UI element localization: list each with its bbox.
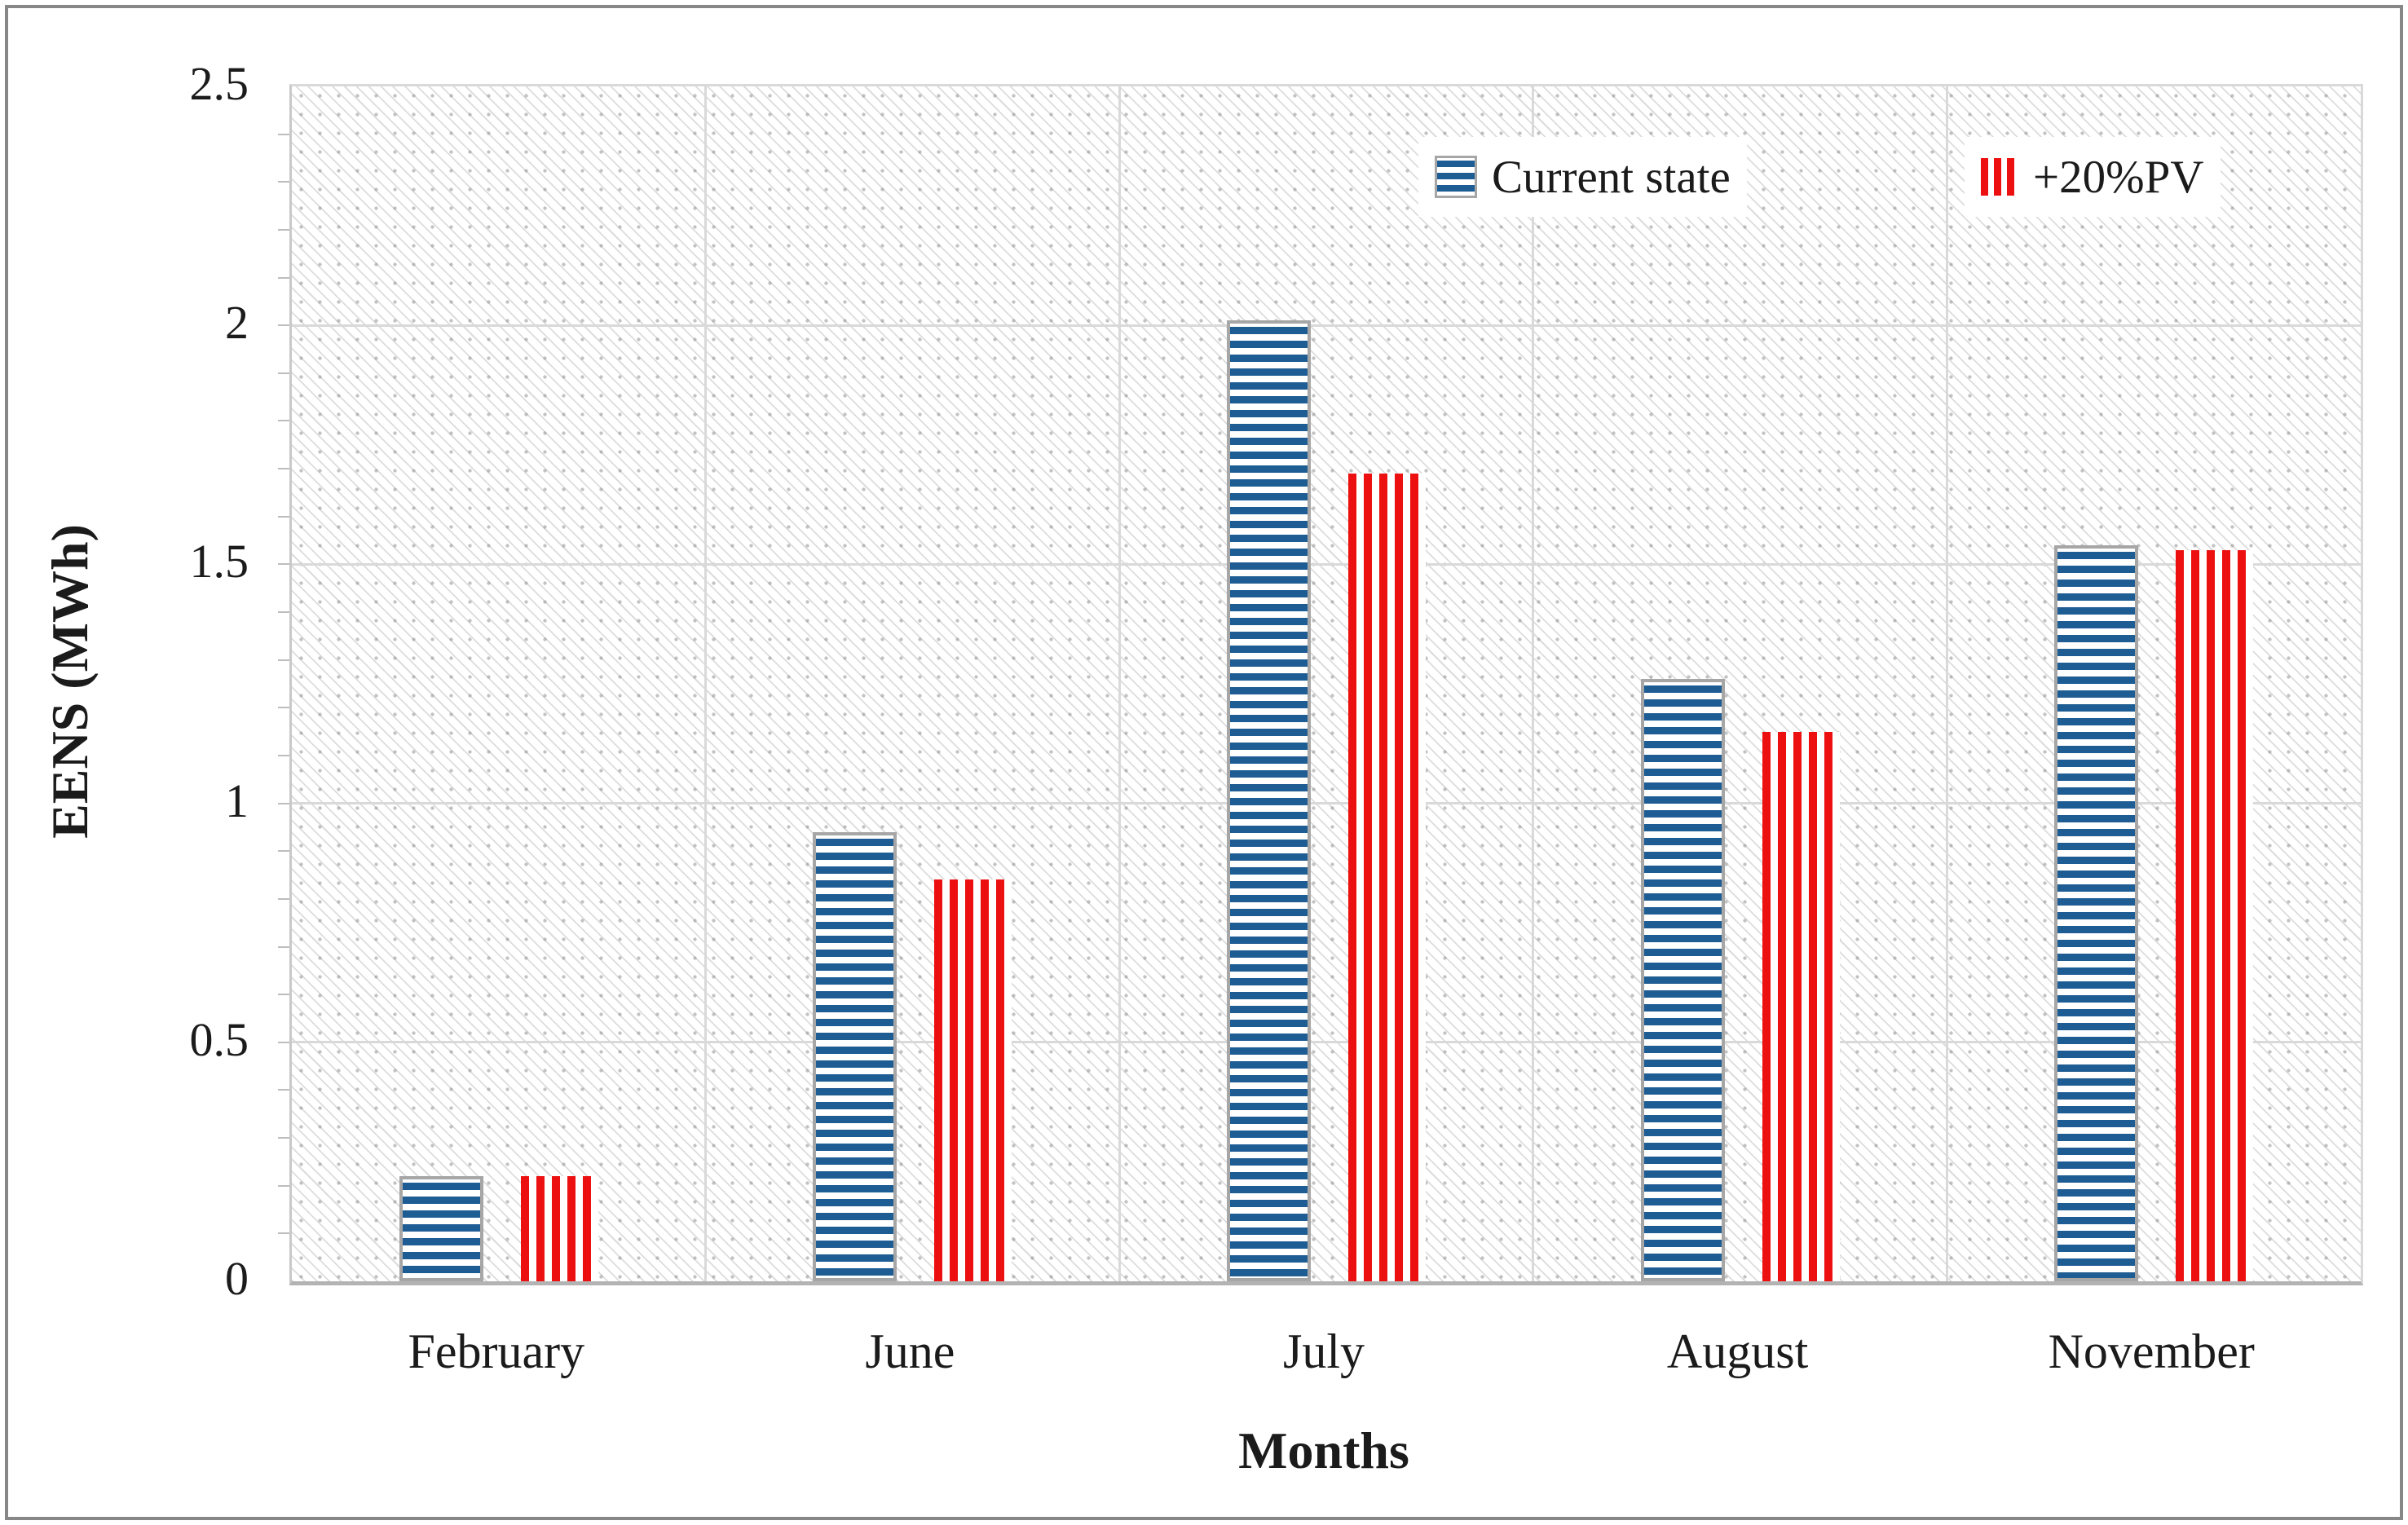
y-tick-label: 1 xyxy=(225,774,249,827)
y-axis-minor-tick xyxy=(278,754,289,756)
y-tick-label: 0 xyxy=(225,1252,249,1305)
y-axis-minor-tick xyxy=(278,1137,289,1139)
legend-entry-plus20pv: +20%PV xyxy=(1965,137,2221,217)
legend-marker-current-state xyxy=(1435,156,1477,198)
bar-current-state-february xyxy=(399,1175,483,1281)
bar-plus20pv-august xyxy=(1762,731,1840,1281)
x-tick-label: July xyxy=(1282,1324,1365,1378)
legend-label-current-state: Current state xyxy=(1492,151,1731,203)
y-axis-minor-tick xyxy=(278,611,289,614)
y-axis-minor-tick xyxy=(278,945,289,948)
bar-current-state-august xyxy=(1640,679,1725,1281)
y-axis-minor-tick xyxy=(278,707,289,709)
y-axis-title: EENS (MWh) xyxy=(41,524,99,839)
y-axis-minor-tick xyxy=(278,181,289,183)
y-axis-minor-tick xyxy=(278,133,289,135)
y-axis-minor-tick xyxy=(278,563,289,566)
y-axis-minor-tick xyxy=(278,994,289,996)
gridline-vertical xyxy=(1118,86,1121,1281)
x-tick-label: November xyxy=(2048,1324,2255,1378)
y-axis-minor-tick xyxy=(278,324,289,327)
legend-entry-current-state: Current state xyxy=(1418,137,1747,217)
y-tick-label: 0.5 xyxy=(189,1012,249,1066)
y-axis-minor-tick xyxy=(278,897,289,900)
bar-current-state-july xyxy=(1227,320,1311,1281)
y-axis-minor-tick xyxy=(278,276,289,279)
gridline-horizontal xyxy=(292,562,2361,566)
bar-plus20pv-november xyxy=(2176,549,2254,1281)
bar-current-state-november xyxy=(2054,544,2139,1281)
y-tick-label: 2 xyxy=(225,296,249,350)
y-axis-minor-tick xyxy=(278,228,289,231)
y-axis-minor-tick xyxy=(278,802,289,804)
y-axis-minor-tick xyxy=(278,1041,289,1043)
bar-plus20pv-february xyxy=(520,1175,598,1281)
y-axis-minor-tick xyxy=(278,659,289,661)
gridline-horizontal xyxy=(292,324,2361,327)
y-axis-minor-tick xyxy=(278,420,289,422)
x-axis-title: Months xyxy=(1238,1421,1409,1479)
y-axis-minor-tick xyxy=(278,515,289,518)
legend-label-plus20pv: +20%PV xyxy=(2033,151,2204,203)
x-tick-label: August xyxy=(1666,1324,1809,1378)
y-axis-minor-tick xyxy=(278,1184,289,1187)
gridline-horizontal xyxy=(292,802,2361,805)
y-axis-minor-tick xyxy=(278,1232,289,1235)
bar-plus20pv-june xyxy=(934,879,1012,1281)
gridline-vertical xyxy=(1945,86,1948,1281)
legend-marker-plus20pv xyxy=(1981,158,2018,196)
x-tick-label: June xyxy=(865,1324,955,1378)
bar-current-state-june xyxy=(813,831,897,1281)
plot-area: Current state +20%PV xyxy=(278,84,2363,1285)
y-tick-label: 2.5 xyxy=(189,57,249,110)
y-axis-minor-tick xyxy=(278,372,289,374)
y-axis-minor-tick xyxy=(278,1089,289,1091)
y-axis-minor-tick xyxy=(278,468,289,470)
y-axis-minor-tick xyxy=(278,850,289,853)
gridline-vertical xyxy=(1532,86,1535,1281)
x-tick-label: February xyxy=(408,1324,585,1378)
bar-plus20pv-july xyxy=(1348,473,1426,1281)
gridline-horizontal xyxy=(292,1041,2361,1044)
y-tick-label: 1.5 xyxy=(189,535,249,588)
gridline-vertical xyxy=(704,86,708,1281)
